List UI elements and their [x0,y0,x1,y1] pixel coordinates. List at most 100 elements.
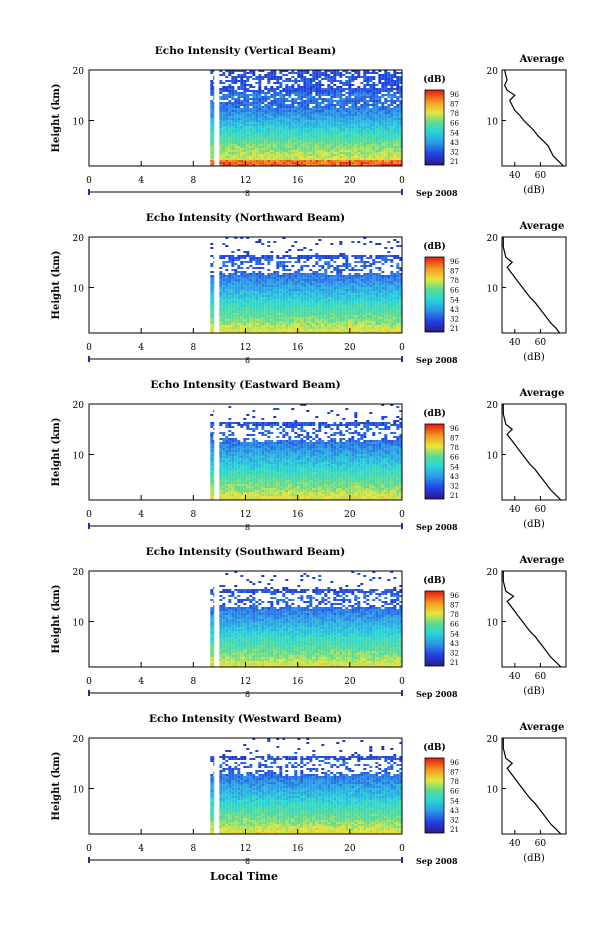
y-axis-title: Height (km) [51,84,62,153]
average-frame [501,570,567,668]
panel-title: Echo Intensity (Vertical Beam) [155,45,336,57]
x-tick-label: 20 [344,677,356,687]
average-y-tick-label: 10 [487,619,499,629]
x-tick-label: 12 [240,844,251,854]
x-tick-label: 12 [240,510,251,520]
colorbar-tick-label: 78 [450,611,459,619]
day-label: 8 [245,189,250,198]
x-tick-label: 4 [138,343,144,353]
x-tick-label: 0 [399,510,405,520]
y-tick-label: 10 [73,452,85,462]
data-gap [214,571,220,667]
colorbar-tick-label: 96 [450,425,459,433]
colorbar-tick-label: 32 [450,482,459,490]
x-tick-label: 20 [344,510,356,520]
average-y-tick-label: 20 [487,568,499,578]
colorbar-tick-label: 32 [450,816,459,824]
average-x-axis-title: (dB) [523,853,545,864]
panel-1: Echo Intensity (Vertical Beam) 10 20 Height… [51,45,567,198]
colorbar [424,89,445,166]
colorbar [424,423,445,500]
average-x-tick-label: 40 [509,672,521,682]
average-frame [501,236,567,334]
x-tick-label: 20 [344,343,356,353]
colorbar [424,757,445,834]
y-tick-label: 10 [73,285,85,295]
colorbar-tick-label: 66 [450,120,459,128]
colorbar-tick-label: 32 [450,649,459,657]
day-label: 8 [245,356,250,365]
colorbar-tick-label: 66 [450,788,459,796]
colorbar-tick-label: 78 [450,778,459,786]
average-title: Average [519,722,565,733]
colorbar-tick-label: 43 [450,640,459,648]
date-label: Sep 2008 [416,522,458,532]
heatmap-cells [210,70,403,166]
colorbar-unit: (dB) [423,241,445,252]
colorbar-tick-label: 21 [450,659,459,667]
y-tick-label: 20 [73,67,85,77]
x-tick-label: 4 [138,844,144,854]
colorbar-tick-label: 54 [450,630,459,638]
x-tick-label: 0 [399,844,405,854]
colorbar-tick-label: 87 [450,101,459,109]
colorbar-tick-label: 87 [450,769,459,777]
y-axis-title: Height (km) [51,585,62,654]
average-x-axis-title: (dB) [523,352,545,363]
x-tick-label: 8 [190,510,196,520]
average-x-axis-title: (dB) [523,185,545,196]
average-y-tick-label: 10 [487,118,499,128]
x-tick-label: 8 [190,844,196,854]
average-x-tick-label: 60 [535,171,547,181]
colorbar-tick-label: 66 [450,621,459,629]
colorbar-tick-label: 54 [450,797,459,805]
colorbar-tick-label: 21 [450,492,459,500]
colorbar-tick-label: 87 [450,602,459,610]
y-tick-label: 20 [73,234,85,244]
x-tick-label: 0 [86,677,92,687]
colorbar-tick-label: 78 [450,110,459,118]
x-tick-label: 16 [292,844,304,854]
average-y-tick-label: 20 [487,735,499,745]
colorbar-unit: (dB) [423,408,445,419]
average-x-tick-label: 60 [535,338,547,348]
date-label: Sep 2008 [416,188,458,198]
average-profile-line [502,571,562,668]
heatmap-cells [210,237,403,333]
y-tick-label: 10 [73,118,85,128]
x-tick-label: 0 [399,176,405,186]
average-title: Average [519,221,565,232]
average-profile-line [503,69,564,167]
colorbar-unit: (dB) [423,742,445,753]
colorbar-unit: (dB) [423,74,445,85]
colorbar-tick-label: 43 [450,807,459,815]
panel-3: Echo Intensity (Eastward Beam) 10 20 Height… [51,379,567,532]
average-y-tick-label: 10 [487,786,499,796]
date-label: Sep 2008 [416,355,458,365]
colorbar-tick-label: 96 [450,258,459,266]
x-tick-label: 0 [86,510,92,520]
average-x-tick-label: 60 [535,839,547,849]
y-tick-label: 20 [73,401,85,411]
average-profile-line [502,237,561,334]
colorbar-tick-label: 43 [450,306,459,314]
y-axis-title: Height (km) [51,418,62,487]
panel-title: Echo Intensity (Westward Beam) [149,713,342,725]
panel-title: Echo Intensity (Northward Beam) [146,212,345,224]
colorbar-unit: (dB) [423,575,445,586]
x-tick-label: 0 [86,176,92,186]
x-axis-title: Local Time [210,870,278,883]
average-title: Average [519,555,565,566]
x-tick-label: 4 [138,176,144,186]
average-x-tick-label: 40 [509,839,521,849]
panel-2: Echo Intensity (Northward Beam) 10 20 Heigh… [51,212,567,365]
date-label: Sep 2008 [416,689,458,699]
x-tick-label: 20 [344,844,356,854]
average-x-tick-label: 60 [535,505,547,515]
colorbar [424,590,445,667]
average-x-tick-label: 60 [535,672,547,682]
y-axis-title: Height (km) [51,251,62,320]
x-tick-label: 12 [240,677,251,687]
data-gap [214,237,220,333]
colorbar-tick-label: 21 [450,826,459,834]
